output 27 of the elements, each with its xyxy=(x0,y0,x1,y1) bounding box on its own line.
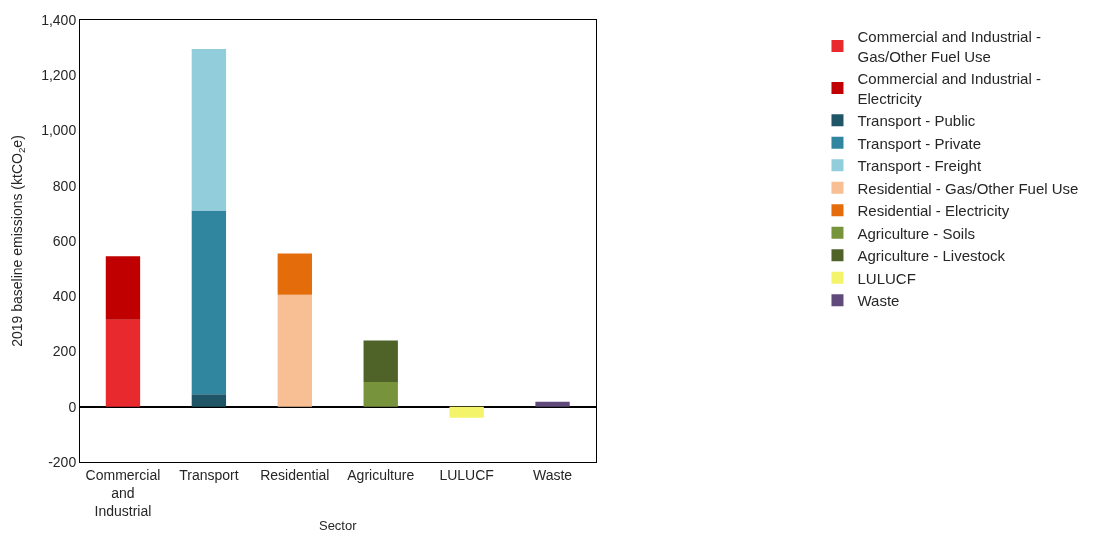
y-tick-label: 600 xyxy=(52,232,77,249)
legend-label: Waste xyxy=(857,292,900,310)
legend-label: Agriculture - Livestock xyxy=(857,247,1006,265)
x-tick-label: LULUCF xyxy=(439,466,494,483)
legend-label: Residential - Gas/Other Fuel Use xyxy=(857,179,1079,197)
y-tick-label: 1,200 xyxy=(41,67,77,84)
x-tick-label: Agriculture xyxy=(347,466,415,483)
y-tick-label: 800 xyxy=(52,177,77,194)
legend-label: Transport - Private xyxy=(857,134,982,152)
y-tick-label: 0 xyxy=(68,398,77,415)
y-tick-label: 1,400 xyxy=(41,11,77,28)
legend-label: Agriculture - Soils xyxy=(857,224,976,242)
y-tick-label: 200 xyxy=(52,343,77,360)
x-tick-label: Transport xyxy=(179,466,239,483)
y-tick-label: 1,000 xyxy=(41,122,77,139)
legend-label: Transport - Freight xyxy=(857,157,982,175)
legend-label: Transport - Public xyxy=(857,112,976,130)
legend-label: Commercial and Industrial - Gas/Other Fuel Use xyxy=(857,28,1041,65)
legend-label: LULUCF xyxy=(857,269,916,287)
y-tick-label: 400 xyxy=(52,288,77,305)
x-tick-label: Waste xyxy=(532,466,573,483)
legend-label: Residential - Electricity xyxy=(857,202,1010,220)
x-axis-title: Sector xyxy=(318,517,358,533)
x-tick-label: Residential xyxy=(260,466,330,483)
x-tick-label: Commercial and Industrial xyxy=(85,466,161,520)
y-tick-label: -200 xyxy=(48,453,77,470)
legend-label: Commercial and Industrial - Electricity xyxy=(857,70,1041,107)
